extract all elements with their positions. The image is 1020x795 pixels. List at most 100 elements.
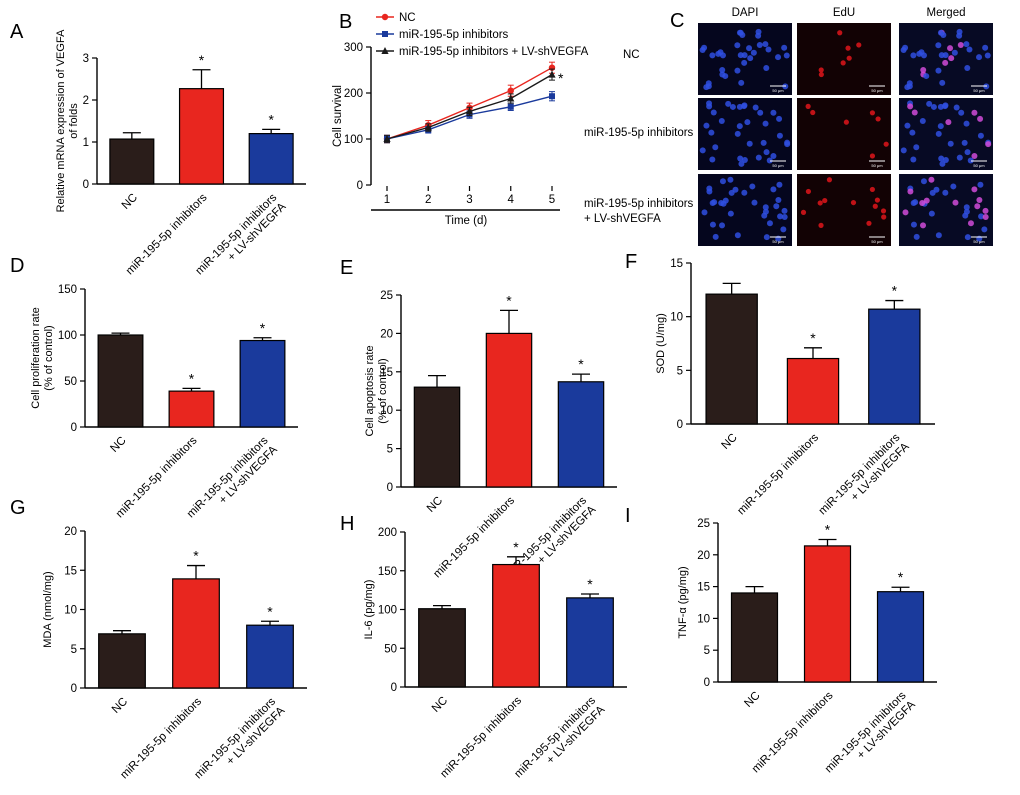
- edu-positive-cell: [872, 203, 878, 209]
- nucleus: [763, 149, 770, 156]
- nucleus: [762, 204, 769, 211]
- merged-cell: [981, 226, 988, 233]
- y-tick-label: 10: [697, 613, 710, 625]
- merged-cell: [982, 213, 989, 220]
- category-label: miR-195-5p inhibitors+ LV-shVEGFA: [817, 431, 912, 526]
- edu-positive-cell: [881, 214, 887, 220]
- y-tick-label: 15: [670, 258, 683, 270]
- nucleus: [780, 226, 787, 233]
- merged-cell: [929, 189, 936, 196]
- merged-cell: [930, 103, 937, 110]
- nucleus: [706, 103, 713, 110]
- nucleus: [762, 208, 769, 215]
- nucleus: [741, 157, 748, 164]
- nucleus: [712, 233, 719, 240]
- x-tick-label: 3: [466, 194, 472, 206]
- nucleus: [734, 232, 741, 239]
- edu-positive-cell: [800, 209, 807, 215]
- data-point: [507, 87, 514, 94]
- y-tick-label: 3: [83, 53, 89, 65]
- merged-cell: [900, 47, 907, 54]
- merged-cell: [982, 207, 989, 214]
- significance-star: *: [825, 522, 831, 538]
- legend-marker: [382, 31, 388, 37]
- nucleus: [784, 141, 791, 148]
- nucleus: [738, 160, 745, 167]
- significance-star: *: [898, 569, 904, 585]
- edu-positive-cell: [869, 186, 875, 193]
- merged-cell: [947, 45, 954, 52]
- merged-cell: [951, 49, 958, 56]
- micrograph-edu-row-1: 50 μm: [797, 23, 891, 95]
- bar-1: [705, 293, 758, 425]
- legend-entry: NC: [399, 12, 416, 24]
- panel-H: H 0 50 100 150 200 IL-6 (pg/mg) NC * miR-195-5p i…: [340, 513, 627, 780]
- column-header: EdU: [833, 7, 855, 19]
- data-point: [424, 123, 432, 131]
- significance-star: *: [810, 330, 816, 346]
- nucleus: [741, 59, 748, 66]
- bar-3: [557, 381, 605, 488]
- merged-cell: [984, 52, 991, 59]
- bar-1: [98, 633, 146, 689]
- y-tick-label: 100: [378, 605, 397, 617]
- category-label: miR-195-5p inhibitors: [438, 694, 524, 780]
- merged-cell: [923, 197, 930, 204]
- y-tick-label: 1: [83, 137, 89, 149]
- edu-positive-cell: [805, 103, 811, 109]
- panel-label: H: [340, 513, 354, 535]
- merged-cell: [900, 147, 907, 154]
- merged-cell: [913, 144, 920, 151]
- y-axis-label: Relative mRNA expression of VEGFAof fold…: [55, 29, 80, 212]
- nucleus: [737, 155, 744, 162]
- edu-positive-cell: [818, 71, 824, 78]
- merged-cell: [926, 100, 933, 107]
- edu-positive-cell: [810, 109, 816, 116]
- significance-star: *: [506, 292, 512, 308]
- bar-3: [239, 339, 286, 428]
- bar-2: [786, 357, 840, 425]
- panel-F: F 0 5 10 15 SOD (U/mg) NC * miR-195-5p inhibitor…: [625, 251, 935, 526]
- y-tick-label: 25: [380, 290, 393, 302]
- x-axis-label: Time (d): [445, 215, 488, 227]
- micrograph-background: [797, 98, 891, 170]
- y-tick-label: 20: [64, 526, 77, 538]
- y-axis-label: Cell proliferation rate(% of control): [30, 307, 55, 409]
- merged-cell: [953, 104, 960, 111]
- legend-entry: miR-195-5p inhibitors + LV-shVEGFA: [399, 46, 589, 58]
- significance-star: *: [587, 576, 593, 592]
- merged-cell: [906, 83, 913, 90]
- merged-cell: [935, 232, 942, 239]
- y-axis-label: IL-6 (pg/mg): [363, 580, 375, 640]
- micrograph-merged-row-3: 50 μm: [899, 174, 993, 246]
- category-label: miR-195-5p inhibitors: [118, 695, 204, 781]
- nucleus: [710, 109, 717, 116]
- category-label: miR-195-5p inhibitors+ LV-shVEGFA: [823, 689, 918, 784]
- merged-cell: [939, 160, 946, 167]
- merged-cell: [911, 109, 918, 116]
- nucleus: [705, 83, 712, 90]
- nucleus: [747, 55, 754, 62]
- nucleus: [751, 199, 758, 206]
- nucleus: [777, 213, 784, 220]
- y-tick-label: 0: [83, 179, 89, 191]
- merged-cell: [963, 208, 970, 215]
- nucleus: [775, 54, 782, 61]
- merged-cell: [977, 181, 984, 188]
- bar-3: [868, 308, 921, 425]
- nucleus: [729, 103, 736, 110]
- merged-cell: [904, 122, 911, 129]
- nucleus: [766, 220, 773, 227]
- edu-positive-cell: [866, 220, 872, 226]
- nucleus: [775, 197, 782, 204]
- merged-cell: [907, 103, 914, 110]
- merged-cell: [935, 130, 942, 137]
- merged-cell: [909, 129, 916, 136]
- y-tick-label: 0: [387, 482, 393, 494]
- micrograph-dapi-row-1: 50 μm: [698, 23, 792, 95]
- merged-cell: [977, 115, 984, 122]
- nucleus: [706, 188, 713, 195]
